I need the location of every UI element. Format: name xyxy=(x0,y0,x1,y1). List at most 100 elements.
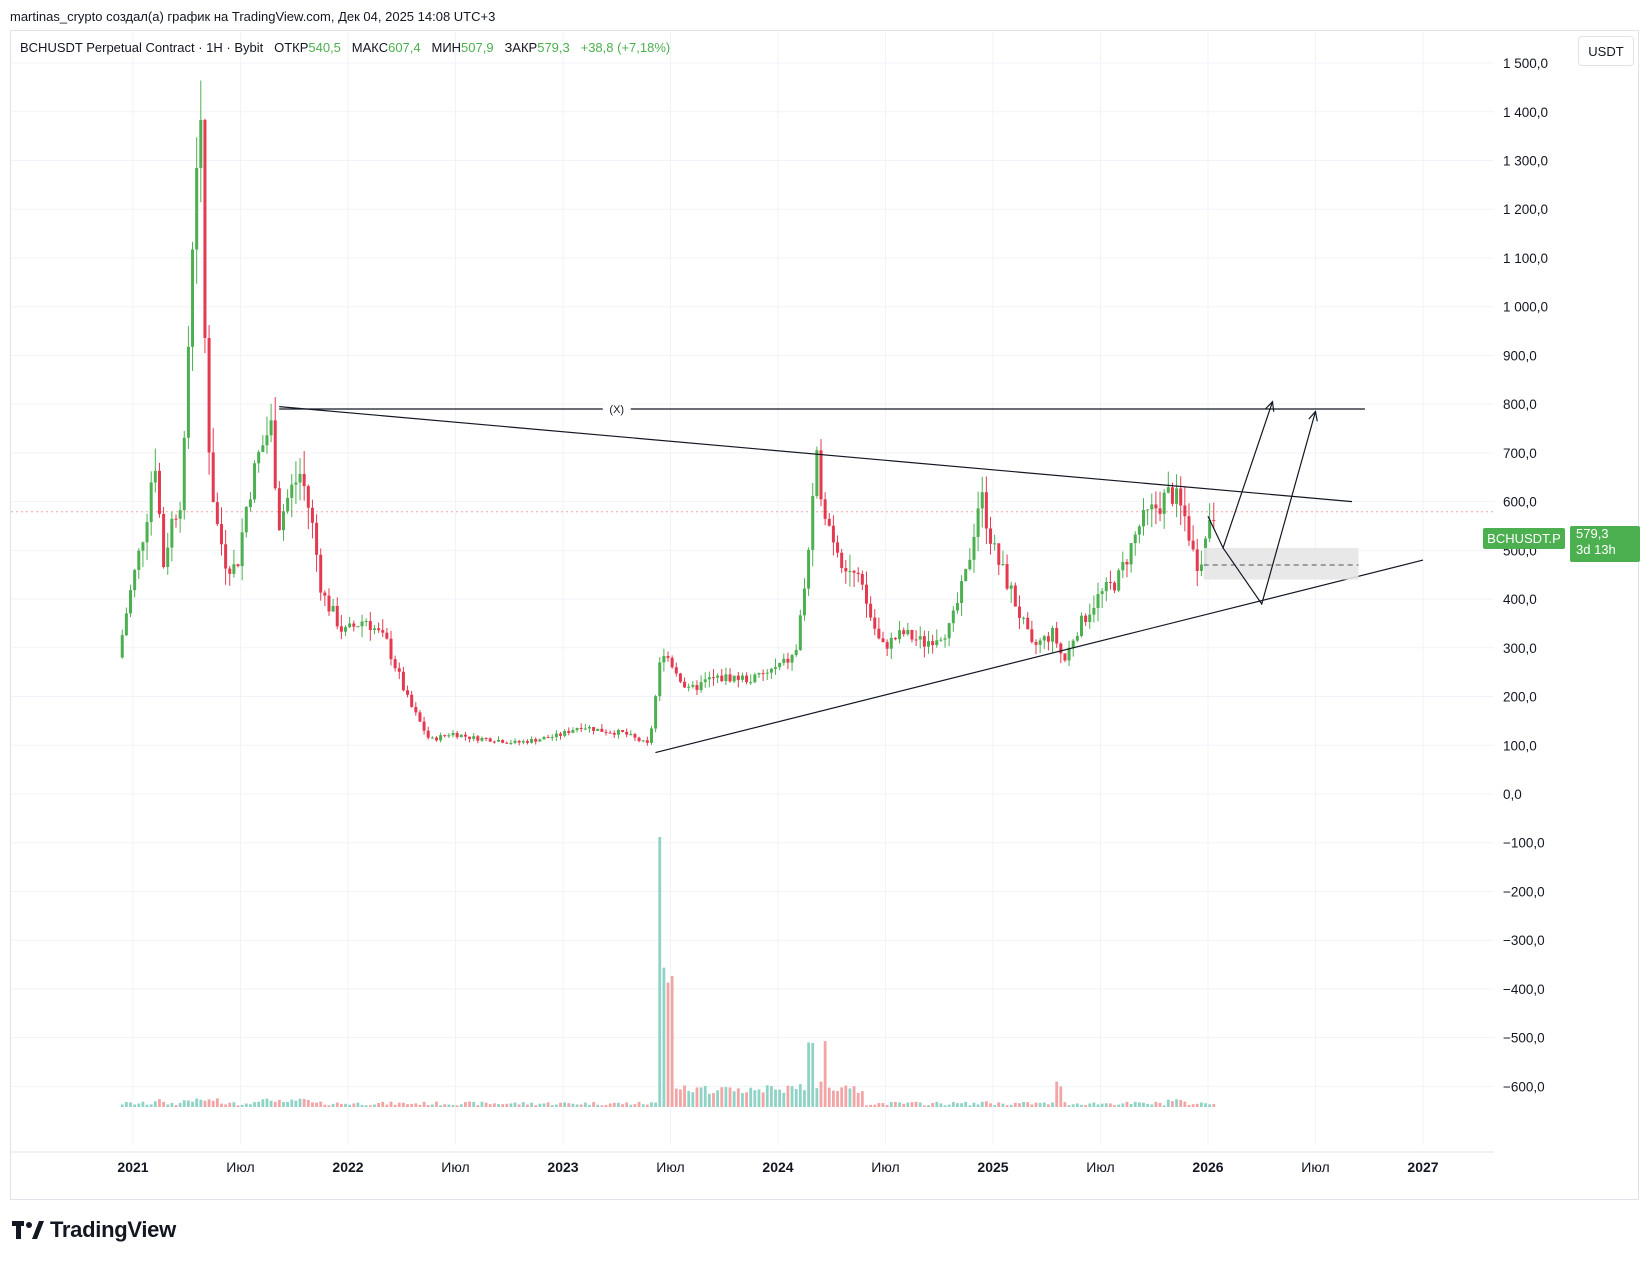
volume-bar xyxy=(497,1104,500,1107)
candle-body xyxy=(1079,615,1083,637)
candle-body xyxy=(612,732,616,735)
volume-bar xyxy=(178,1102,182,1107)
candle-body xyxy=(124,613,128,636)
candle-body xyxy=(968,559,972,570)
volume-bar xyxy=(509,1103,513,1107)
legend-low-label: МИН xyxy=(431,40,462,55)
volume-bar xyxy=(786,1085,790,1107)
volume-bar xyxy=(914,1101,918,1107)
volume-bar xyxy=(815,1088,819,1107)
y-tick-label: 1 400,0 xyxy=(1503,105,1548,120)
candle-body xyxy=(765,672,769,674)
volume-bar xyxy=(1121,1103,1125,1107)
candle-body xyxy=(199,119,203,168)
volume-bar xyxy=(807,1042,810,1107)
candle-body xyxy=(1051,627,1055,642)
volume-bar xyxy=(1026,1102,1030,1107)
volume-bar xyxy=(596,1104,600,1107)
volume-bar xyxy=(1084,1105,1088,1107)
volume-bar xyxy=(1129,1103,1133,1107)
candle-body xyxy=(815,450,819,496)
candle-body xyxy=(1212,519,1216,521)
volume-bar xyxy=(935,1101,939,1107)
volume-bar xyxy=(282,1101,285,1107)
candle-body xyxy=(637,737,641,742)
volume-bar xyxy=(244,1103,248,1107)
volume-bar xyxy=(1199,1102,1203,1107)
candle-body xyxy=(720,675,724,682)
candle-body xyxy=(149,482,153,523)
legend-open-value: 540,5 xyxy=(308,40,341,55)
candle-body xyxy=(1055,627,1059,644)
candle-body xyxy=(736,675,740,680)
candle-body xyxy=(716,675,720,678)
candle-body xyxy=(463,734,467,737)
volume-bar xyxy=(918,1102,922,1107)
candle-body xyxy=(703,679,707,683)
candle-body xyxy=(1137,526,1141,535)
currency-button[interactable]: USDT xyxy=(1578,36,1634,66)
volume-bar xyxy=(1067,1105,1071,1107)
x-tick-label: 2021 xyxy=(117,1159,148,1175)
x-tick-label: Июл xyxy=(441,1159,469,1175)
candle-body xyxy=(509,742,513,744)
candle-body xyxy=(397,668,401,672)
volume-bar xyxy=(1137,1102,1141,1107)
candle-body xyxy=(778,662,782,668)
y-tick-label: 300,0 xyxy=(1503,641,1537,656)
volume-bar xyxy=(306,1100,310,1107)
volume-bar xyxy=(856,1092,860,1107)
candle-body xyxy=(790,655,794,663)
last-price-tag: 579,3 3d 13h xyxy=(1570,526,1640,562)
y-tick-label: 1 000,0 xyxy=(1503,300,1548,315)
tradingview-logo[interactable]: TradingView xyxy=(12,1217,176,1243)
candle-body xyxy=(807,549,811,589)
volume-bar xyxy=(989,1103,992,1107)
candle-body xyxy=(997,543,1001,565)
wave-label: (X) xyxy=(609,404,624,416)
volume-bar xyxy=(658,837,662,1107)
volume-bar xyxy=(1162,1105,1166,1107)
volume-bar xyxy=(124,1102,128,1107)
volume-bar xyxy=(410,1103,414,1107)
candle-body xyxy=(191,249,195,347)
volume-bar xyxy=(699,1087,703,1107)
candle-body xyxy=(232,564,236,574)
candle-body xyxy=(443,735,447,737)
volume-bars xyxy=(120,837,1216,1107)
volume-bar xyxy=(947,1104,951,1107)
volume-bar xyxy=(1075,1103,1079,1107)
candle-body xyxy=(559,733,563,736)
y-tick-label: 200,0 xyxy=(1503,690,1537,705)
volume-bar xyxy=(827,1087,831,1107)
volume-bar xyxy=(745,1092,748,1107)
volume-bar xyxy=(811,1042,815,1107)
legend-symbol[interactable]: BCHUSDT Perpetual Contract · 1Н · Bybit xyxy=(20,40,264,55)
volume-bar xyxy=(447,1104,451,1107)
volume-bar xyxy=(265,1098,269,1107)
candle-body xyxy=(224,544,228,569)
volume-bar xyxy=(468,1101,471,1107)
tradingview-brand: TradingView xyxy=(50,1217,176,1242)
candle-body xyxy=(282,511,285,531)
volume-bar xyxy=(968,1105,972,1107)
volume-bar xyxy=(1125,1101,1129,1107)
candle-body xyxy=(195,167,199,250)
volume-bar xyxy=(823,1041,827,1107)
volume-bar xyxy=(162,1101,165,1107)
x-tick-label: 2026 xyxy=(1192,1159,1223,1175)
volume-bar xyxy=(1100,1103,1104,1107)
candle-body xyxy=(898,630,902,640)
candle-body xyxy=(1146,509,1150,511)
volume-bar xyxy=(277,1099,281,1107)
volume-bar xyxy=(670,976,674,1107)
scenario-b-arrow xyxy=(1222,411,1317,606)
volume-bar xyxy=(732,1091,736,1107)
candle-body xyxy=(563,730,567,736)
candle-body xyxy=(554,733,558,738)
volume-bar xyxy=(757,1089,761,1107)
volume-bar xyxy=(488,1104,492,1107)
y-tick-label: 700,0 xyxy=(1503,446,1537,461)
volume-bar xyxy=(526,1104,529,1107)
